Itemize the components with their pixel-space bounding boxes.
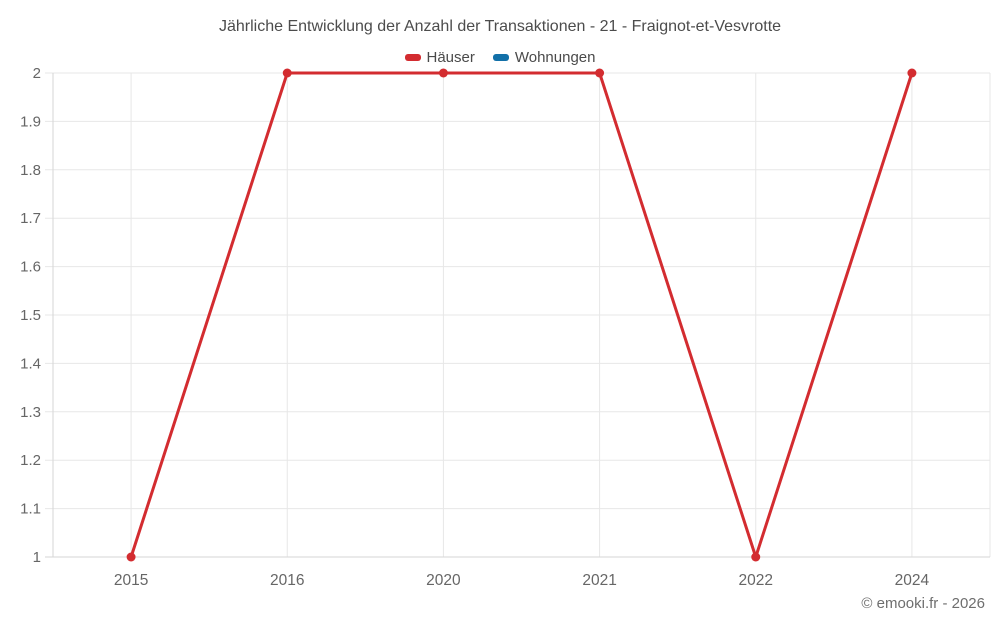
x-axis-label-2020: 2020 [426, 572, 461, 589]
legend-swatch-wohnungen [492, 53, 509, 61]
legend-item-wohnungen[interactable]: Wohnungen [492, 48, 596, 66]
data-point-hauser-2015[interactable] [126, 552, 136, 562]
x-axis-label-2022: 2022 [739, 572, 773, 589]
x-axis-label-2021: 2021 [582, 572, 616, 589]
x-axis-label-2016: 2016 [270, 572, 304, 589]
chart-title: Jährliche Entwicklung der Anzahl der Tra… [218, 18, 782, 35]
data-point-hauser-2021[interactable] [595, 68, 605, 78]
y-axis-label: 2 [33, 65, 41, 82]
y-axis-label: 1.7 [20, 210, 41, 227]
y-axis-label: 1 [33, 549, 41, 566]
data-point-hauser-2016[interactable] [282, 68, 292, 78]
y-axis-label: 1.8 [20, 162, 41, 179]
x-axis-label-2015: 2015 [114, 572, 148, 589]
y-axis-label: 1.9 [20, 113, 41, 130]
legend-label-hauser: Häuser [426, 48, 475, 66]
y-axis-label: 1.3 [20, 404, 41, 421]
data-point-hauser-2024[interactable] [907, 68, 917, 78]
attribution-text: © emooki.fr - 2026 [861, 595, 985, 612]
legend: Häuser Wohnungen [0, 48, 1000, 66]
legend-item-hauser[interactable]: Häuser [404, 48, 475, 66]
data-point-hauser-2020[interactable] [438, 68, 448, 78]
y-axis-label: 1.4 [20, 355, 41, 372]
series-line-hauser [129, 71, 914, 559]
y-axis-label: 1.5 [20, 307, 41, 324]
legend-label-wohnungen: Wohnungen [514, 48, 596, 66]
data-point-hauser-2022[interactable] [751, 552, 761, 562]
x-axis-label-2024: 2024 [895, 572, 930, 589]
legend-swatch-hauser [404, 53, 421, 61]
y-axis-label: 1.6 [20, 259, 41, 276]
y-axis-label: 1.1 [20, 501, 41, 518]
y-axis-label: 1.2 [20, 452, 41, 469]
